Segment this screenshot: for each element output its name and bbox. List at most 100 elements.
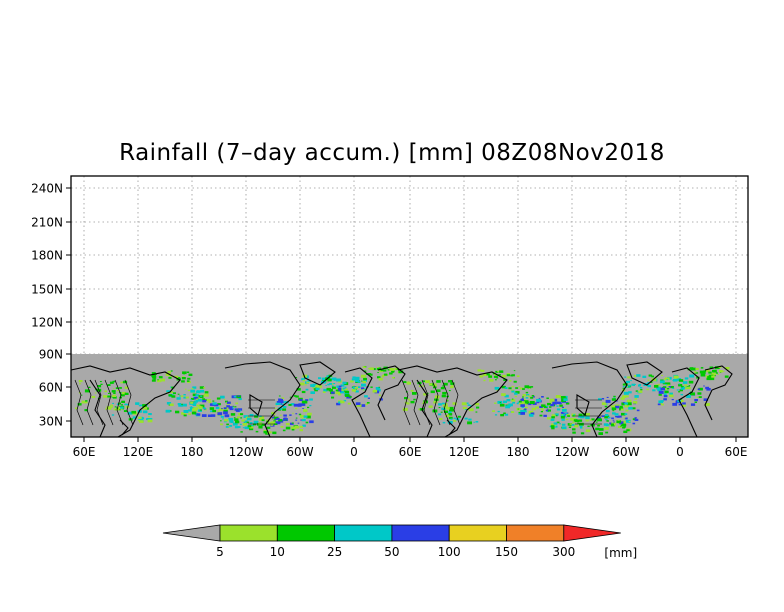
coastlines	[70, 361, 733, 438]
rain-cell	[535, 406, 539, 409]
rain-cell	[305, 388, 309, 391]
rain-cell	[543, 414, 547, 417]
rain-cell	[701, 371, 706, 374]
legend-tick-label: 5	[216, 545, 224, 559]
rain-cell	[665, 384, 668, 385]
rain-cell	[530, 386, 534, 388]
rain-cell	[275, 404, 277, 406]
rain-cell	[170, 386, 172, 388]
rain-cell	[468, 408, 474, 412]
rain-cell	[719, 372, 722, 373]
rain-cell	[378, 386, 381, 388]
rain-cell	[283, 401, 287, 404]
rain-cell	[624, 417, 628, 420]
rain-cell	[570, 418, 575, 421]
rain-cell	[210, 410, 213, 413]
rain-cell	[477, 369, 482, 372]
legend-unit-label: [mm]	[604, 546, 637, 560]
rain-cell	[658, 390, 664, 394]
rain-cell	[225, 426, 229, 428]
rain-cell	[303, 415, 306, 416]
rain-cell	[578, 416, 581, 418]
rain-cell	[240, 413, 244, 416]
rain-cell	[271, 421, 276, 424]
rain-cell	[616, 416, 620, 418]
rain-cell	[450, 418, 453, 420]
rain-cell	[276, 417, 280, 420]
rain-cell	[210, 414, 216, 417]
rain-cell	[126, 403, 129, 406]
rain-cell	[325, 385, 327, 386]
lon-label: 0	[350, 445, 358, 459]
rain-cell	[406, 382, 411, 385]
rain-cell	[497, 410, 500, 413]
rain-cell	[297, 422, 300, 424]
rain-cell	[105, 408, 108, 410]
rain-cell	[88, 386, 91, 388]
rain-cell	[152, 376, 157, 379]
rain-cell	[520, 409, 525, 413]
rain-cell	[601, 402, 607, 406]
rain-cell	[171, 395, 176, 398]
rain-cell	[580, 432, 585, 435]
rain-cell	[364, 370, 367, 372]
rain-cell	[605, 399, 611, 403]
rain-cell	[555, 395, 561, 398]
rain-cell	[147, 416, 150, 418]
rain-cell	[659, 380, 665, 384]
rain-cell	[178, 377, 181, 379]
rain-cell	[632, 418, 636, 421]
rain-cell	[406, 402, 410, 405]
rain-cell	[526, 395, 529, 397]
rain-cell	[531, 395, 535, 397]
rain-cell	[453, 419, 457, 422]
rain-cell	[222, 418, 224, 420]
rain-cell	[81, 400, 87, 404]
rain-cell	[605, 418, 608, 421]
rain-cell	[621, 402, 624, 404]
rain-cell	[556, 405, 559, 407]
rain-cell	[663, 395, 668, 398]
rain-cell	[407, 381, 410, 383]
rain-cell	[115, 387, 119, 389]
rain-cell	[404, 397, 408, 400]
rain-cell	[606, 403, 608, 405]
rain-cell	[109, 381, 114, 384]
rain-cell	[522, 388, 525, 390]
rain-cell	[670, 386, 674, 389]
rain-cell	[436, 380, 441, 383]
rain-cell	[223, 407, 227, 410]
rain-cell	[646, 388, 649, 391]
coastline	[89, 379, 106, 438]
rain-cell	[116, 390, 119, 392]
rain-cell	[240, 417, 243, 419]
rain-cell	[565, 418, 569, 421]
rain-cell	[549, 401, 553, 403]
rain-cell	[562, 413, 565, 416]
country-border	[74, 379, 84, 426]
rain-cell	[220, 395, 225, 399]
rain-cell	[665, 377, 670, 381]
rain-cell	[199, 389, 205, 393]
lat-label: 90N	[39, 348, 63, 362]
rain-cell	[307, 379, 311, 382]
rain-cell	[220, 420, 222, 422]
rain-cell	[84, 409, 88, 412]
rain-cell	[642, 375, 647, 378]
lon-label: 120E	[449, 445, 480, 459]
rain-cell	[696, 396, 699, 398]
rain-cell	[228, 426, 231, 428]
rain-cell	[342, 381, 347, 385]
lon-label: 120W	[555, 445, 590, 459]
rain-cell	[611, 407, 617, 411]
rain-cell	[299, 429, 303, 432]
rain-cell	[185, 396, 189, 399]
rain-cell	[132, 416, 137, 419]
country-border	[431, 379, 441, 426]
rain-cell	[628, 420, 631, 422]
rain-cell	[181, 412, 186, 415]
rain-cell	[278, 402, 282, 405]
rain-cell	[120, 393, 125, 397]
rain-cell	[549, 399, 552, 401]
rain-cell	[356, 403, 362, 407]
